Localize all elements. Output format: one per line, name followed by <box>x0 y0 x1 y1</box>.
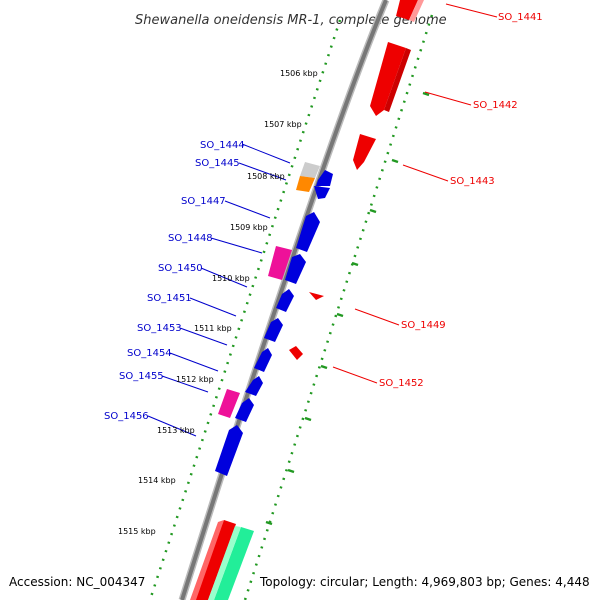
outer-ring-major-ticks <box>265 91 430 526</box>
outer-tick-mark <box>265 520 273 526</box>
leader-SO_1452 <box>332 366 378 384</box>
gene-SO_1452[interactable] <box>289 346 303 360</box>
leader-SO_1450 <box>200 267 248 288</box>
gene-label-SO_1456[interactable]: SO_1456 <box>104 411 149 422</box>
leader-SO_1451 <box>189 297 237 317</box>
feature-SO_1455-pink[interactable] <box>218 389 240 418</box>
gene-label-SO_1448[interactable]: SO_1448 <box>168 233 213 244</box>
gene-SO_1451[interactable] <box>264 318 283 342</box>
gene-label-SO_1443[interactable]: SO_1443 <box>450 176 495 187</box>
leader-SO_1456 <box>147 415 197 437</box>
leader-SO_1442 <box>424 91 472 106</box>
gene-SO_1441[interactable] <box>396 0 418 20</box>
gene-label-SO_1441[interactable]: SO_1441 <box>498 12 543 23</box>
leader-SO_1455 <box>161 375 209 393</box>
leader-SO_1441 <box>445 3 498 18</box>
kbp-tick-label: 1514 kbp <box>138 476 176 485</box>
genome-summary-text: Topology: circular; Length: 4,969,803 bp… <box>259 575 590 589</box>
kbp-tick-label: 1512 kbp <box>176 375 214 384</box>
outer-tick-mark <box>320 364 328 370</box>
gene-bottom-green[interactable] <box>214 527 254 600</box>
leader-SO_1449 <box>354 308 400 326</box>
kbp-tick-label: 1513 kbp <box>157 426 195 435</box>
outer-tick-mark <box>391 158 399 164</box>
outer-tick-mark <box>422 91 430 97</box>
kbp-tick-label: 1510 kbp <box>212 274 250 283</box>
gene-label-SO_1445[interactable]: SO_1445 <box>195 158 240 169</box>
outer-tick-mark <box>304 416 312 422</box>
gene-SO_1441-shade <box>409 0 424 22</box>
gene-label-SO_1455[interactable]: SO_1455 <box>119 371 164 382</box>
leader-SO_1443 <box>402 164 449 182</box>
leader-SO_1454 <box>169 352 219 372</box>
gene-label-SO_1451[interactable]: SO_1451 <box>147 293 192 304</box>
gene-label-SO_1449[interactable]: SO_1449 <box>401 320 446 331</box>
feature-SO_1448-pink[interactable] <box>268 246 292 280</box>
feature-SO_1444-grey[interactable] <box>300 162 320 178</box>
kbp-tick-label: 1509 kbp <box>230 223 268 232</box>
gene-SO_1447[interactable] <box>296 212 320 252</box>
right-leader-lines <box>332 3 498 384</box>
kbp-tick-label: 1508 kbp <box>247 172 285 181</box>
outer-tick-mark <box>369 208 377 214</box>
gene-bottom-red-shade <box>190 520 224 600</box>
gene-SO_1454[interactable] <box>245 376 263 396</box>
left-leader-lines <box>147 143 291 437</box>
gene-SO_1442[interactable] <box>370 42 406 116</box>
leader-SO_1444 <box>241 143 291 164</box>
outer-tick-mark <box>351 261 359 267</box>
gene-bottom-green-shade <box>208 526 241 600</box>
leader-SO_1448 <box>210 237 263 254</box>
outer-tick-mark <box>336 312 344 318</box>
gene-SO_1455[interactable] <box>235 398 254 422</box>
gene-SO_1450[interactable] <box>276 289 294 312</box>
inner-tick-ring <box>148 19 342 600</box>
leader-SO_1445 <box>238 162 287 181</box>
outer-tick-mark <box>287 468 295 474</box>
gene-SO_1442-shade <box>384 48 411 112</box>
genome-title: Shewanella oneidensis MR-1, complete gen… <box>135 13 447 28</box>
gene-label-SO_1453[interactable]: SO_1453 <box>137 323 182 334</box>
gene-label-SO_1450[interactable]: SO_1450 <box>158 263 203 274</box>
gene-label-SO_1452[interactable]: SO_1452 <box>379 378 424 389</box>
kbp-tick-label: 1507 kbp <box>264 120 302 129</box>
gene-SO_1443[interactable] <box>353 134 376 170</box>
outer-tick-ring <box>243 14 434 600</box>
kbp-tick-label: 1511 kbp <box>194 324 232 333</box>
gene-SO_1453[interactable] <box>254 348 272 372</box>
gene-label-SO_1444[interactable]: SO_1444 <box>200 140 245 151</box>
gene-SO_1445[interactable] <box>316 170 333 186</box>
feature-SO_1444-orange[interactable] <box>296 176 315 192</box>
kbp-tick-label: 1506 kbp <box>280 69 318 78</box>
gene-label-SO_1447[interactable]: SO_1447 <box>181 196 226 207</box>
leader-SO_1453 <box>179 327 228 346</box>
gene-SO_1448[interactable] <box>285 254 306 284</box>
gene-SO_1449[interactable] <box>309 292 324 300</box>
gene-SO_1446[interactable] <box>314 186 330 199</box>
gene-SO_1456[interactable] <box>215 425 243 476</box>
gene-label-SO_1442[interactable]: SO_1442 <box>473 100 518 111</box>
kbp-tick-label: 1515 kbp <box>118 527 156 536</box>
accession-text: Accession: NC_004347 <box>9 575 145 589</box>
gene-label-SO_1454[interactable]: SO_1454 <box>127 348 172 359</box>
leader-SO_1447 <box>224 200 271 219</box>
